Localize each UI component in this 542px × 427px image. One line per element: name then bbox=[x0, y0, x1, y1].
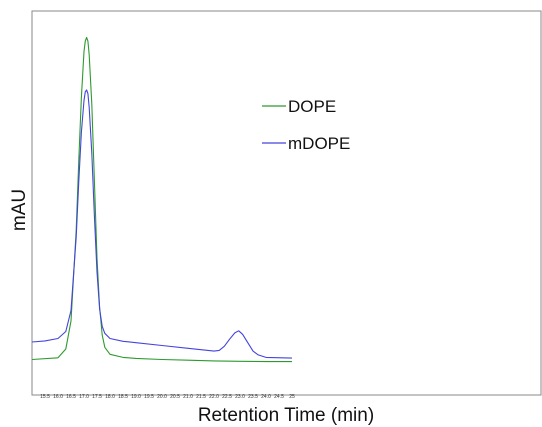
x-tick-label: 19.5 bbox=[144, 394, 154, 400]
x-tick-label: 21.0 bbox=[183, 394, 193, 400]
x-tick-label: 24.0 bbox=[261, 394, 271, 400]
series-line-mdope bbox=[31, 89, 293, 359]
x-tick-label: 18.5 bbox=[118, 394, 128, 400]
x-tick-label: 18.0 bbox=[105, 394, 115, 400]
x-tick-label: 20.0 bbox=[157, 394, 167, 400]
x-tick-label: 24.5 bbox=[274, 394, 284, 400]
legend-label-mdope: mDOPE bbox=[288, 134, 350, 153]
x-tick-label: 22.0 bbox=[209, 394, 219, 400]
x-axis-title: Retention Time (min) bbox=[198, 405, 374, 426]
x-tick-label: 23.0 bbox=[235, 394, 245, 400]
x-tick-label: 21.5 bbox=[196, 394, 206, 400]
x-tick-label: 16.5 bbox=[66, 394, 76, 400]
x-tick-label: 17.5 bbox=[92, 394, 102, 400]
x-tick-label: 19.0 bbox=[131, 394, 141, 400]
x-tick-label: 17.0 bbox=[79, 394, 89, 400]
x-tick-label: 20.5 bbox=[170, 394, 180, 400]
x-tick-labels: 15.5 16.0 16.5 17.0 17.5 18.0 18.5 19.0 19.5 20.0… bbox=[40, 394, 295, 400]
x-tick-label: 16.0 bbox=[53, 394, 63, 400]
legend: DOPE mDOPE bbox=[262, 97, 350, 153]
series-layer bbox=[31, 36, 293, 363]
x-tick-label: 22.5 bbox=[222, 394, 232, 400]
y-axis-title: mAU bbox=[9, 189, 30, 231]
plot-frame bbox=[31, 10, 542, 396]
legend-label-dope: DOPE bbox=[288, 97, 336, 116]
x-tick-label: 23.5 bbox=[248, 394, 258, 400]
x-tick-label: 25 bbox=[289, 394, 295, 400]
x-tick-label: 15.5 bbox=[40, 394, 50, 400]
